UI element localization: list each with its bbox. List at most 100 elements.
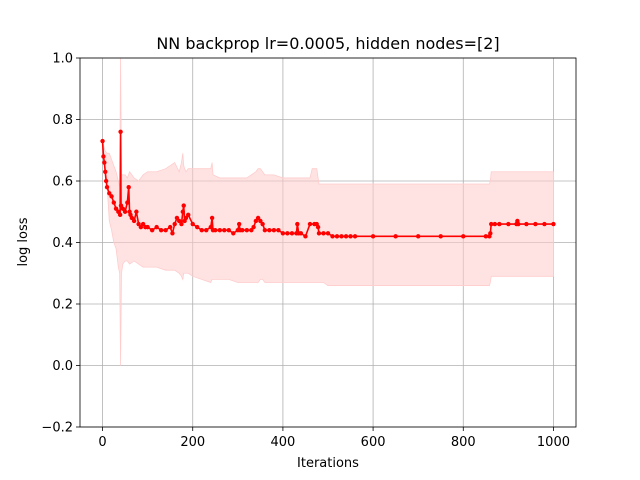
data-point [251, 224, 256, 230]
data-point [174, 215, 180, 221]
data-point [289, 231, 295, 236]
data-point [260, 221, 265, 227]
data-point [126, 184, 131, 190]
data-point [533, 221, 538, 227]
data-point [236, 221, 242, 227]
data-point [134, 209, 139, 214]
data-point [103, 178, 109, 184]
x-tick-label: 0 [98, 435, 106, 450]
data-point [393, 234, 398, 239]
x-tick-label: 600 [361, 435, 386, 450]
data-point [240, 228, 245, 233]
data-point [307, 221, 313, 227]
data-point [204, 228, 209, 233]
series-points-layer [100, 129, 556, 239]
data-point [183, 215, 189, 221]
data-point [489, 221, 494, 227]
data-point [129, 215, 135, 221]
data-point [190, 221, 195, 227]
data-point [154, 224, 159, 230]
plot-area: 0 200 400 600 800 1000 −0.2 0.0 0.2 0.4 0.6 0.8 1.0 [41, 52, 577, 451]
data-point [209, 215, 215, 221]
data-point [102, 160, 107, 165]
data-point [177, 218, 182, 224]
data-point [167, 224, 173, 230]
data-point [316, 231, 322, 236]
chart-title: NN backprop lr=0.0005, hidden nodes=[2] [156, 34, 499, 53]
data-point [213, 228, 218, 233]
data-point [339, 234, 344, 239]
data-point [303, 234, 308, 239]
y-axis-label: log loss [16, 217, 31, 266]
data-point [120, 206, 126, 211]
y-tick-label: 0.8 [52, 113, 73, 128]
x-tick-label: 400 [270, 435, 295, 450]
data-point [438, 234, 443, 239]
data-point [497, 221, 502, 227]
data-point [217, 228, 222, 233]
data-point [506, 221, 511, 227]
data-point [122, 209, 128, 214]
data-point [524, 221, 529, 227]
data-point [118, 129, 123, 134]
data-point [298, 231, 304, 236]
data-point [295, 221, 300, 227]
data-point [348, 234, 353, 239]
data-point [415, 234, 421, 239]
y-tick-label: 1.0 [52, 52, 73, 67]
data-point [542, 221, 547, 227]
data-point [280, 231, 286, 236]
data-point [109, 194, 114, 199]
data-point [244, 228, 250, 233]
data-point [321, 231, 326, 236]
data-point [315, 224, 321, 230]
y-tick-label: 0.6 [52, 175, 73, 190]
data-point [107, 191, 112, 196]
data-point [334, 234, 340, 239]
data-point [180, 209, 186, 214]
data-point [111, 200, 117, 205]
data-point [208, 224, 213, 230]
data-point [199, 228, 204, 233]
data-point [104, 184, 110, 190]
data-point [186, 212, 191, 218]
y-tick-label: 0.4 [52, 236, 73, 251]
data-point [158, 228, 164, 233]
data-point [516, 221, 521, 227]
data-point [125, 200, 130, 205]
data-point [255, 215, 261, 221]
data-point [138, 224, 144, 230]
data-point [483, 234, 489, 239]
data-point [113, 206, 119, 211]
data-point [170, 231, 175, 236]
data-point [222, 228, 227, 233]
data-point [100, 138, 105, 144]
data-point [103, 169, 108, 174]
data-point [226, 228, 231, 233]
data-point [343, 234, 349, 239]
data-point [117, 212, 123, 218]
data-point [330, 234, 335, 239]
data-point [131, 218, 137, 224]
data-point [163, 228, 168, 233]
y-tick-label: 0.2 [52, 298, 73, 313]
y-tick-label: 0.0 [52, 359, 73, 374]
data-point [231, 231, 236, 236]
data-point [285, 231, 290, 236]
x-tick-label: 800 [451, 435, 476, 450]
data-point [267, 228, 272, 233]
data-point [276, 228, 281, 233]
data-point [195, 224, 200, 230]
data-point [136, 221, 141, 227]
ticks: 0 200 400 600 800 1000 −0.2 0.0 0.2 0.4 0.6 0.8 1.0 [41, 52, 570, 451]
data-point [492, 221, 498, 227]
data-point [370, 234, 376, 239]
data-point [262, 228, 268, 233]
y-tick-label: −0.2 [41, 421, 73, 436]
data-point [249, 228, 254, 233]
x-tick-label: 1000 [537, 435, 570, 450]
data-point [145, 224, 150, 230]
data-point [140, 221, 146, 227]
data-point [172, 221, 177, 227]
